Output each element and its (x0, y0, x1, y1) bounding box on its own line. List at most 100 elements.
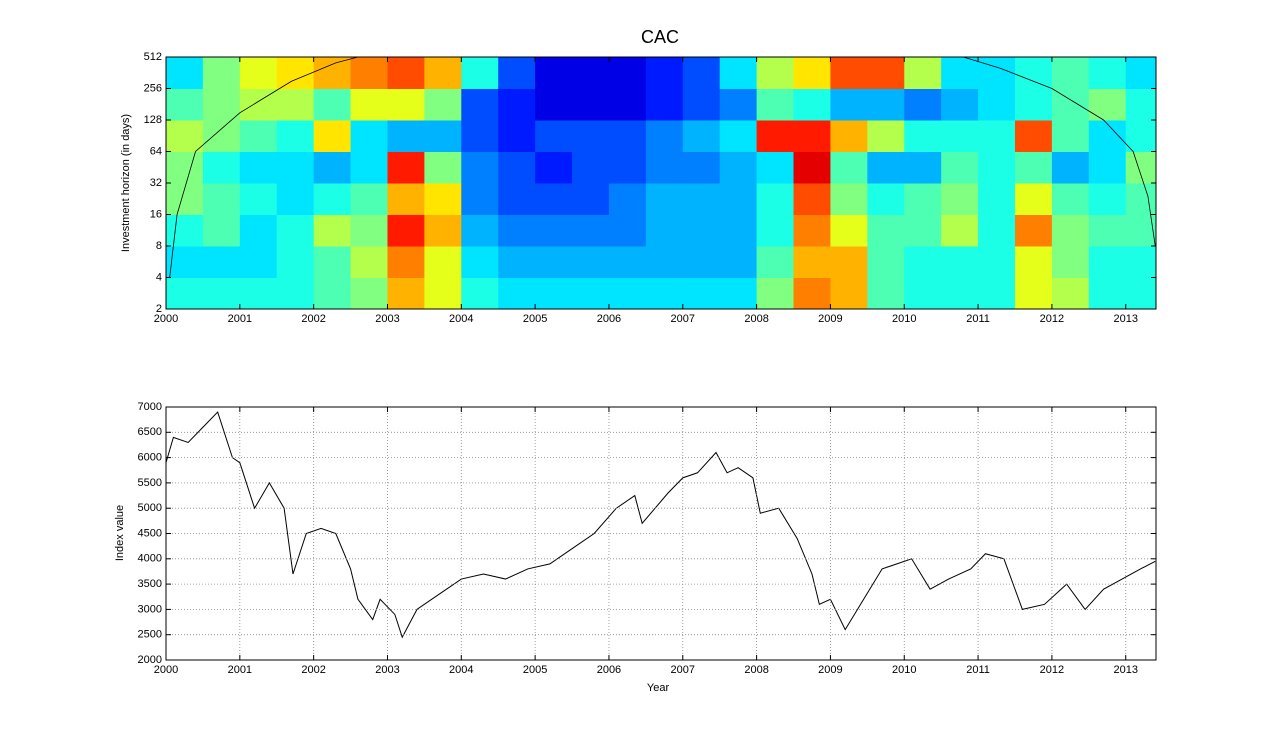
heatmap-cell (1088, 183, 1127, 215)
heatmap-cell (424, 151, 462, 184)
heatmap-cell (682, 151, 721, 184)
heatmap-cell (867, 120, 905, 152)
heatmap-cell (1125, 88, 1157, 121)
x-tick-label: 2011 (966, 313, 990, 325)
heatmap-cell (202, 214, 241, 247)
heatmap-cell (978, 246, 1016, 278)
y-tick-label: 64 (150, 145, 162, 157)
heatmap-cell (535, 277, 573, 310)
heatmap-cell (350, 57, 388, 89)
heatmap-cell (682, 277, 721, 310)
x-tick-label: 2006 (597, 313, 621, 325)
heatmap-cell (830, 183, 868, 215)
heatmap-cell (756, 57, 795, 89)
x-tick-label: 2005 (523, 664, 547, 676)
x-tick-label: 2002 (301, 313, 325, 325)
heatmap-cell (202, 277, 241, 310)
heatmap-cell (867, 57, 905, 89)
x-tick-label: 2006 (597, 664, 621, 676)
x-tick-label: 2000 (154, 664, 178, 676)
heatmap-cell (424, 120, 462, 152)
heatmap-cell (313, 151, 352, 184)
x-tick-label: 2013 (1113, 664, 1137, 676)
heatmap-cell (867, 183, 905, 215)
heatmap-cell (535, 88, 573, 121)
heatmap-cell (572, 246, 610, 278)
heatmap-cell (350, 88, 388, 121)
heatmap-cell (535, 183, 573, 215)
heatmap-cell (239, 57, 278, 89)
heatmap-cell (350, 277, 388, 310)
x-tick-label: 2005 (523, 313, 547, 325)
heatmap-cell (313, 57, 352, 89)
heatmap-cell (424, 277, 462, 310)
x-tick-label: 2009 (818, 313, 842, 325)
heatmap-cell (1125, 277, 1157, 310)
y-tick-label: 6500 (138, 426, 162, 438)
heatmap-cell (1014, 183, 1053, 215)
heatmap-cell (904, 88, 942, 121)
heatmap-cell (645, 88, 684, 121)
heatmap-cell (1014, 88, 1053, 121)
heatmap-cell (904, 183, 942, 215)
heatmap-cell (1088, 246, 1127, 278)
heatmap-cell (202, 57, 241, 89)
heatmap-cell (719, 120, 758, 152)
heatmap-cell (498, 246, 536, 278)
heatmap-cell (1125, 214, 1157, 247)
y-tick-label: 3500 (138, 578, 162, 590)
heatmap-cell (239, 214, 278, 247)
heatmap-cell (756, 246, 795, 278)
heatmap-cell (572, 57, 610, 89)
heatmap-cell (867, 277, 905, 310)
heatmap-cell (830, 88, 868, 121)
heatmap-cell (1125, 151, 1157, 184)
heatmap-cell (166, 246, 204, 278)
heatmap-cell (350, 183, 388, 215)
heatmap-cell (239, 151, 278, 184)
x-tick-label: 2000 (154, 313, 178, 325)
heatmap-cell (793, 88, 831, 121)
heatmap-cell (572, 151, 610, 184)
x-tick-label: 2001 (228, 313, 252, 325)
heatmap-cell (1125, 183, 1157, 215)
plot-frame (165, 56, 1157, 310)
y-tick-label: 256 (144, 82, 162, 94)
heatmap-cell (793, 214, 831, 247)
x-tick-label: 2009 (818, 664, 842, 676)
chart-title: CAC (641, 27, 679, 47)
heatmap-cell (350, 151, 388, 184)
heatmap-cell (608, 88, 647, 121)
x-tick-label: 2007 (671, 313, 695, 325)
y-tick-label: 3000 (138, 603, 162, 615)
heatmap-cell (313, 246, 352, 278)
y-tick-label: 7000 (138, 401, 162, 413)
y-axis-label: Investment horizon (in days) (120, 114, 132, 252)
x-tick-label: 2001 (228, 664, 252, 676)
heatmap-cell (239, 277, 278, 310)
x-tick-label: 2010 (892, 664, 916, 676)
heatmap-cell (756, 183, 795, 215)
heatmap-cell (682, 120, 721, 152)
heatmap-cell (608, 120, 647, 152)
heatmap-cell (941, 120, 979, 152)
heatmap-cell (535, 120, 573, 152)
heatmap-cell (350, 214, 388, 247)
heatmap-cell (867, 88, 905, 121)
heatmap-cell (793, 120, 831, 152)
heatmap-cell (682, 214, 721, 247)
heatmap-cell (867, 214, 905, 247)
heatmap-cell (424, 214, 462, 247)
heatmap-cell (387, 246, 425, 278)
heatmap-cell (793, 57, 831, 89)
heatmap-cell (719, 88, 758, 121)
heatmap-cell (1014, 151, 1053, 184)
x-tick-label: 2007 (671, 664, 695, 676)
heatmap-cell (1088, 88, 1127, 121)
heatmap-cell (387, 120, 425, 152)
heatmap-cell (756, 120, 795, 152)
heatmap-cell (867, 246, 905, 278)
heatmap-cell (645, 120, 684, 152)
heatmap-cell (572, 183, 610, 215)
heatmap-cell (978, 120, 1016, 152)
